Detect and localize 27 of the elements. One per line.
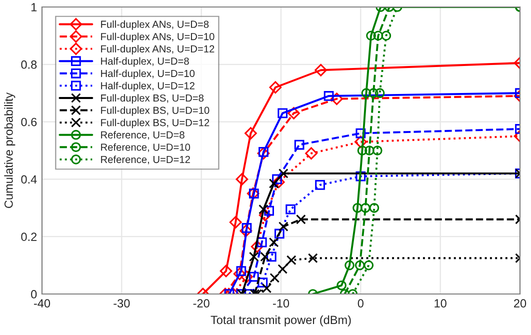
legend-label: Full-duplex ANs, U=D=8 bbox=[101, 20, 209, 30]
x-tick-label: -40 bbox=[34, 299, 50, 308]
legend-label: Full-duplex BS, U=D=8 bbox=[101, 94, 204, 104]
y-tick-label: 0.4 bbox=[21, 175, 37, 184]
x-tick-label: -30 bbox=[114, 299, 130, 308]
y-tick-label: 0.2 bbox=[21, 232, 37, 241]
legend-label: Full-duplex ANs, U=D=10 bbox=[101, 32, 214, 42]
y-tick-label: 0.8 bbox=[21, 60, 37, 69]
x-tick-label: 10 bbox=[434, 299, 446, 308]
legend-label: Half-duplex, U=D=10 bbox=[101, 70, 195, 80]
legend-label: Half-duplex, U=D=12 bbox=[101, 82, 194, 92]
x-tick-label: 20 bbox=[514, 299, 526, 308]
y-tick-label: 0.6 bbox=[21, 118, 37, 126]
x-tick-label: 0 bbox=[358, 299, 364, 308]
x-tick-label: -10 bbox=[272, 299, 290, 308]
legend-label: Full-duplex ANs, U=D=12 bbox=[101, 45, 214, 54]
legend-label: Full-duplex BS, U=D=12 bbox=[101, 118, 210, 128]
legend-label: Reference, U=D=10 bbox=[101, 143, 190, 152]
legend-label: Reference, U=D=12 bbox=[101, 156, 190, 164]
x-tick-label: -20 bbox=[193, 299, 210, 308]
legend-label: Full-duplex BS, U=D=10 bbox=[101, 106, 210, 116]
x-axis-title: Total transmit power (dBm) bbox=[210, 315, 351, 326]
legend-label: Half-duplex, U=D=8 bbox=[101, 57, 189, 67]
y-tick-label: 0 bbox=[31, 290, 37, 298]
y-axis-title: Cumulative probability bbox=[4, 92, 16, 208]
legend-label: Reference, U=D=8 bbox=[101, 131, 184, 140]
y-tick-label: 1 bbox=[31, 3, 37, 12]
